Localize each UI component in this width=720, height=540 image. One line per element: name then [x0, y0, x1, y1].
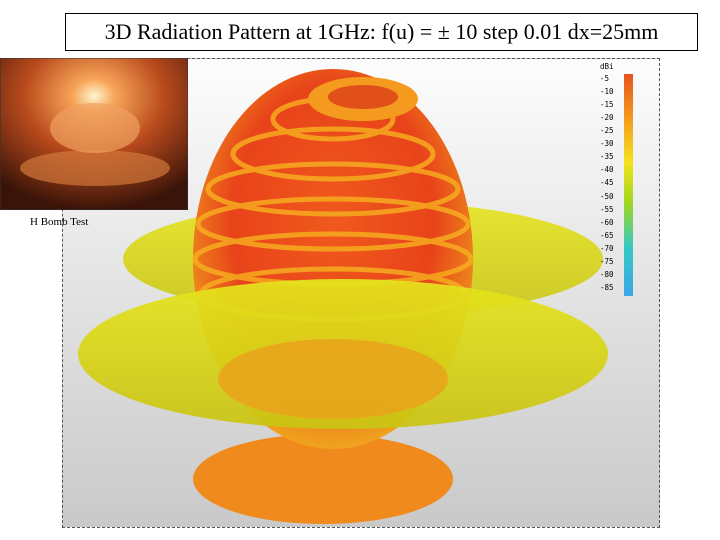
- lower-lobe: [193, 434, 453, 524]
- legend-label: -75: [600, 256, 614, 266]
- legend-label: -30: [600, 139, 614, 149]
- legend-label: -10: [600, 87, 614, 97]
- legend-label: -50: [600, 191, 614, 201]
- legend-label: -85: [600, 282, 614, 292]
- legend-label: -55: [600, 204, 614, 214]
- legend-label: -5: [600, 74, 610, 83]
- top-lobe-inner: [328, 85, 398, 109]
- plot-area: [62, 58, 660, 528]
- legend-unit: dBi: [600, 62, 614, 71]
- legend-label: -20: [600, 113, 614, 123]
- legend-label: -40: [600, 165, 614, 175]
- legend-label: -45: [600, 178, 614, 188]
- legend-label: -65: [600, 230, 614, 240]
- legend-label: -70: [600, 243, 614, 253]
- inset-caption: H Bomb Test: [30, 216, 89, 228]
- radiation-pattern: [78, 69, 608, 524]
- color-bar: [624, 74, 633, 296]
- color-legend: dBi -5 -10 -15 -20 -25 -30 -35 -40 -45 -50 -55 -60 -…: [596, 60, 642, 300]
- legend-label: -60: [600, 217, 614, 227]
- title: 3D Radiation Pattern at 1GHz: f(u) = ± 1…: [65, 13, 698, 51]
- inset-photo: [0, 58, 188, 210]
- lobe-core: [218, 339, 448, 419]
- legend-label: -35: [600, 152, 614, 162]
- legend-label: -80: [600, 269, 614, 279]
- legend-label: -15: [600, 100, 614, 110]
- legend-label: -25: [600, 126, 614, 136]
